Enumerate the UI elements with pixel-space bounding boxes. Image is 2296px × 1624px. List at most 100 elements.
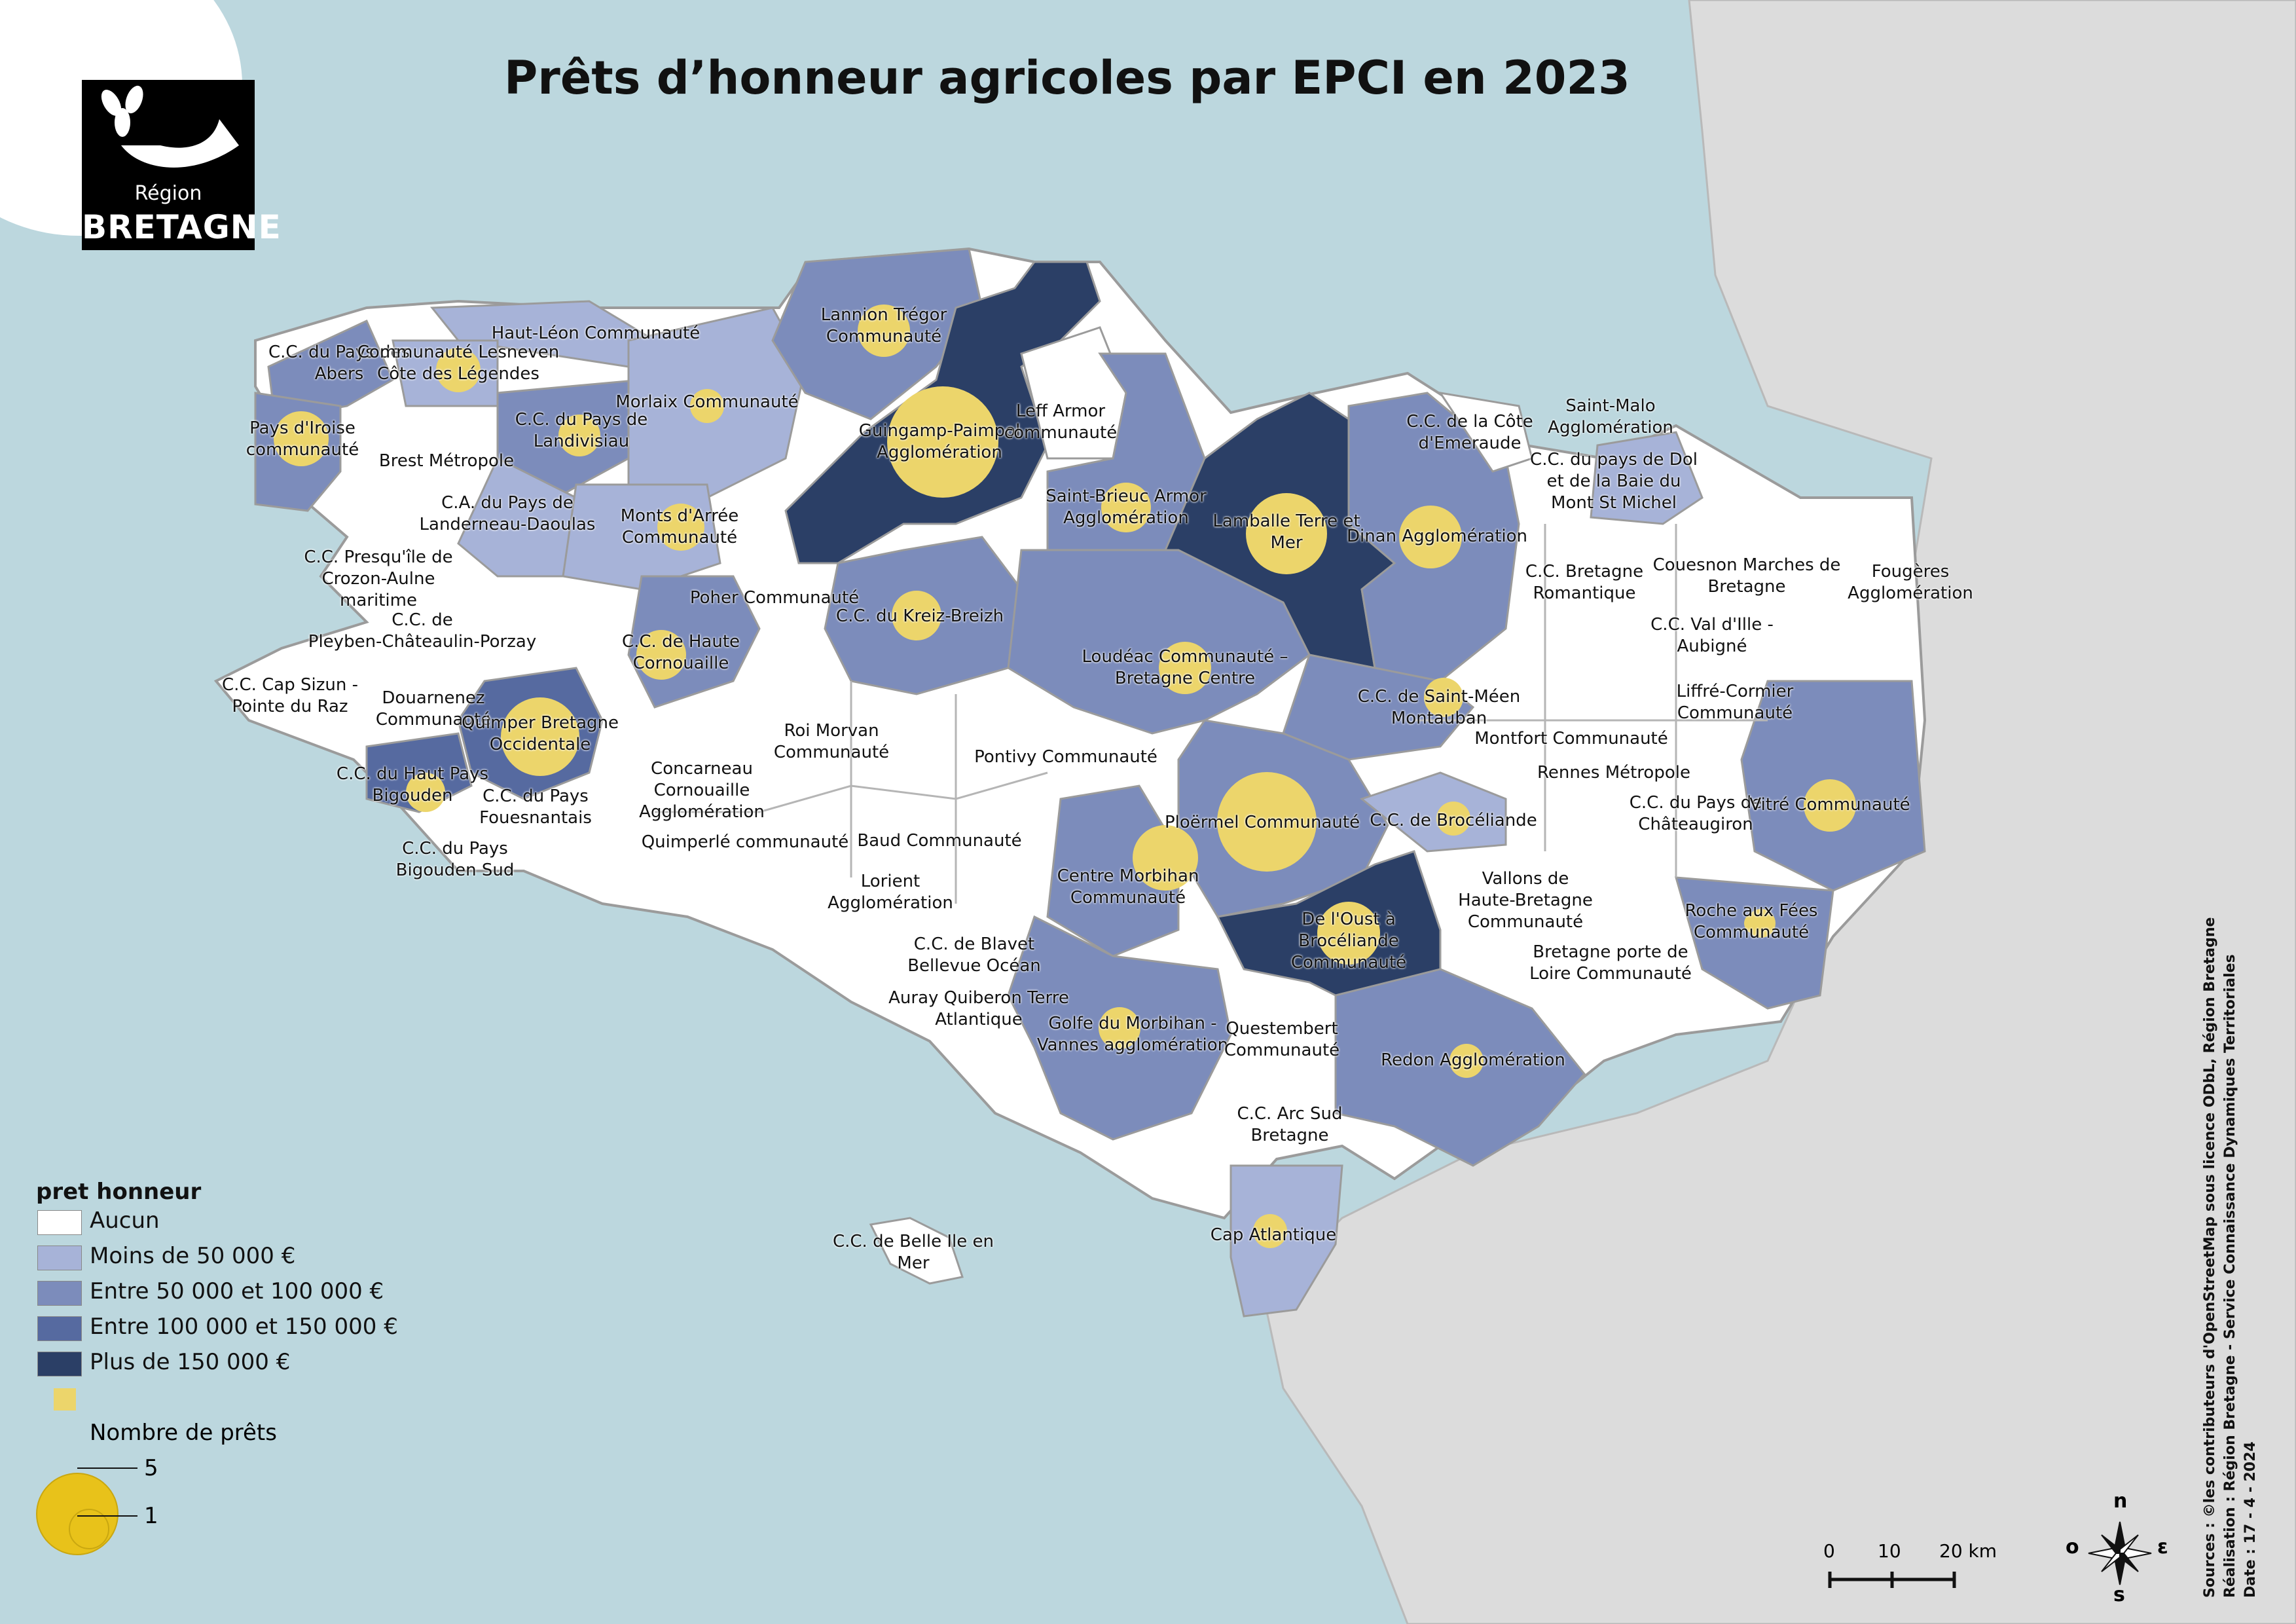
epci-label: Guingamp-Paimpol Agglomération — [858, 421, 1021, 462]
compass-rose — [2088, 1521, 2152, 1585]
epci-label: Lorient Agglomération — [828, 872, 953, 913]
credits-realisation: Réalisation : Région Bretagne - Service … — [2222, 954, 2238, 1598]
epci-centre-morbihan — [1046, 784, 1180, 957]
legend-swatch — [37, 1352, 82, 1376]
epci-loudeac — [1007, 549, 1311, 735]
epci-label: Quimperlé communauté — [641, 832, 849, 852]
compass-west: o — [2066, 1536, 2079, 1559]
epci-label: Lannion Trégor Communauté — [820, 305, 947, 346]
epci-label: Rennes Métropole — [1537, 763, 1690, 783]
compass-south: s — [2113, 1583, 2125, 1606]
epci-label: Brest Métropole — [378, 451, 515, 471]
epci-label: C.C. de Haute Cornouaille — [621, 632, 740, 673]
legend-label: Plus de 150 000 € — [90, 1349, 291, 1375]
epci-label: Morlaix Communauté — [615, 392, 799, 412]
legend-label: Moins de 50 000 € — [90, 1243, 296, 1269]
epci-label: C.C. Presqu'île de Crozon-Aulne maritime — [304, 547, 453, 610]
epci-label: C.C. du Haut Pays Bigouden — [336, 764, 489, 805]
epci-label: C.C. de Belle Ile en Mer — [832, 1232, 994, 1273]
compass-east: ε — [2157, 1536, 2168, 1559]
epci-label: Monts d'Arrée Communauté — [620, 506, 739, 547]
legend-circle-value: 1 — [144, 1503, 158, 1529]
credits: Sources : ©les contributeurs d'OpenStree… — [2200, 917, 2261, 1598]
epci-label: C.C. du Pays de Landivisiau — [515, 410, 648, 451]
epci-label: Fougères Agglomération — [1848, 562, 1973, 603]
epci-label: C.C. du pays de Dol et de la Baie du Mon… — [1530, 450, 1698, 513]
epci-label: Roche aux Fées Communauté — [1685, 901, 1818, 942]
epci-label: C.C. du Kreiz-Breizh — [835, 606, 1004, 626]
epci-label: Pays d'Iroise communauté — [246, 418, 359, 460]
epci-cote-emeraude — [1438, 391, 1533, 473]
epci-label: C.C. du Pays de Châteaugiron — [1629, 793, 1762, 834]
region-bretagne-logo: Région BRETAGNE — [82, 80, 281, 250]
epci-label: C.C. du Pays Fouesnantais — [479, 786, 592, 828]
epci-label: C.C. Val d'Ille - Aubigné — [1650, 615, 1774, 656]
epci-label: C.C. de Pleyben-Châteaulin-Porzay — [308, 610, 537, 652]
map-title: Prêts d’honneur agricoles par EPCI en 20… — [504, 51, 1630, 105]
epci-label: C.C. Bretagne Romantique — [1525, 562, 1644, 603]
epci-label: Golfe du Morbihan - Vannes agglomération — [1036, 1014, 1229, 1055]
epci-label: Saint-Brieuc Armor Agglomération — [1046, 487, 1207, 528]
scale-label: 10 — [1878, 1540, 1901, 1562]
epci-label: Vallons de Haute-Bretagne Communauté — [1458, 869, 1593, 932]
epci-label: Questembert Communauté — [1224, 1019, 1340, 1060]
epci-label: C.C. de la Côte d'Emeraude — [1406, 412, 1533, 453]
epci-broceliande — [1359, 771, 1507, 853]
epci-label: Vitré Communauté — [1749, 795, 1910, 815]
epci-label: Poher Communauté — [689, 588, 860, 608]
epci-label: C.C. de Saint-Méen Montauban — [1357, 687, 1521, 728]
prets-circles — [274, 304, 1856, 1248]
epci-label: C.A. du Pays de Landerneau-Daoulas — [419, 493, 596, 534]
epci-label: Montfort Communauté — [1474, 729, 1668, 748]
legend-swatch — [37, 1210, 82, 1235]
epci-landerneau — [457, 456, 577, 578]
epci-dol — [1590, 431, 1704, 525]
epci-label: Cap Atlantique — [1210, 1225, 1337, 1245]
legend: pret honneur Aucun Moins de 50 000 € Ent… — [36, 1179, 398, 1382]
epci-roche-aux-fees — [1674, 876, 1834, 1010]
epci-label: C.C. Cap Sizun - Pointe du Raz — [222, 675, 358, 716]
epci-label: Ploërmel Communauté — [1164, 813, 1360, 832]
epci-label: Dinan Agglomération — [1346, 526, 1528, 546]
logo-line1: Région — [134, 182, 202, 205]
epci-label: Quimper Bretagne Occidentale — [461, 713, 619, 754]
epci-label: Liffré-Cormier Communauté — [1676, 682, 1794, 723]
scale-label: 0 — [1823, 1540, 1835, 1562]
scale-label: 20 km — [1939, 1540, 1997, 1562]
legend-circle-value: 5 — [144, 1455, 158, 1481]
legend-title: pret honneur — [36, 1179, 202, 1205]
epci-label: Douarnenez Communauté — [375, 688, 492, 729]
epci-label: Bretagne porte de Loire Communauté — [1529, 942, 1692, 984]
epci-label: Roi Morvan Communauté — [773, 721, 890, 762]
hermine-icon — [101, 85, 239, 168]
epci-label: Leff Armor communauté — [1004, 401, 1118, 443]
legend-label: Entre 100 000 et 150 000 € — [90, 1314, 398, 1340]
legend-circle-title: Nombre de prêts — [90, 1420, 277, 1446]
legend-label: Entre 50 000 et 100 000 € — [90, 1278, 384, 1304]
epci-label: Baud Communauté — [857, 831, 1022, 851]
epci-label: Haut-Léon Communauté — [491, 323, 701, 343]
scale-bar-line — [1828, 1572, 1956, 1588]
epci-cap-atlantique — [1230, 1164, 1343, 1318]
belle-ile — [869, 1217, 964, 1285]
credits-date: Date : 17 - 4 - 2024 — [2242, 1441, 2259, 1598]
epci-label: Couesnon Marches de Bretagne — [1652, 555, 1841, 597]
epci-label: Concarneau Cornouaille Agglomération — [639, 759, 765, 822]
epci-label: Communauté Lesneven Côte des Légendes — [357, 342, 560, 384]
legend-swatch — [37, 1246, 82, 1270]
legend-label: Aucun — [90, 1208, 160, 1234]
epci-label: C.C. Arc Sud Bretagne — [1237, 1104, 1343, 1145]
epci-label: C.C. de Brocéliande — [1370, 811, 1537, 830]
epci-label: Pontivy Communauté — [974, 747, 1157, 767]
epci-label: Centre Morbihan Communauté — [1057, 866, 1199, 908]
epci-label: De l'Oust à Brocéliande Communauté — [1290, 910, 1407, 972]
legend-circles — [36, 1388, 137, 1555]
epci-label: Saint-Malo Agglomération — [1548, 396, 1673, 437]
epci-label: Redon Agglomération — [1381, 1050, 1565, 1070]
epci-label: C.C. du Pays des Abers — [268, 342, 410, 384]
outside-land — [1262, 0, 2296, 1624]
compass-north: n — [2113, 1490, 2128, 1513]
legend-swatch — [37, 1281, 82, 1306]
epci-label: C.C. du Pays Bigouden Sud — [395, 839, 515, 880]
